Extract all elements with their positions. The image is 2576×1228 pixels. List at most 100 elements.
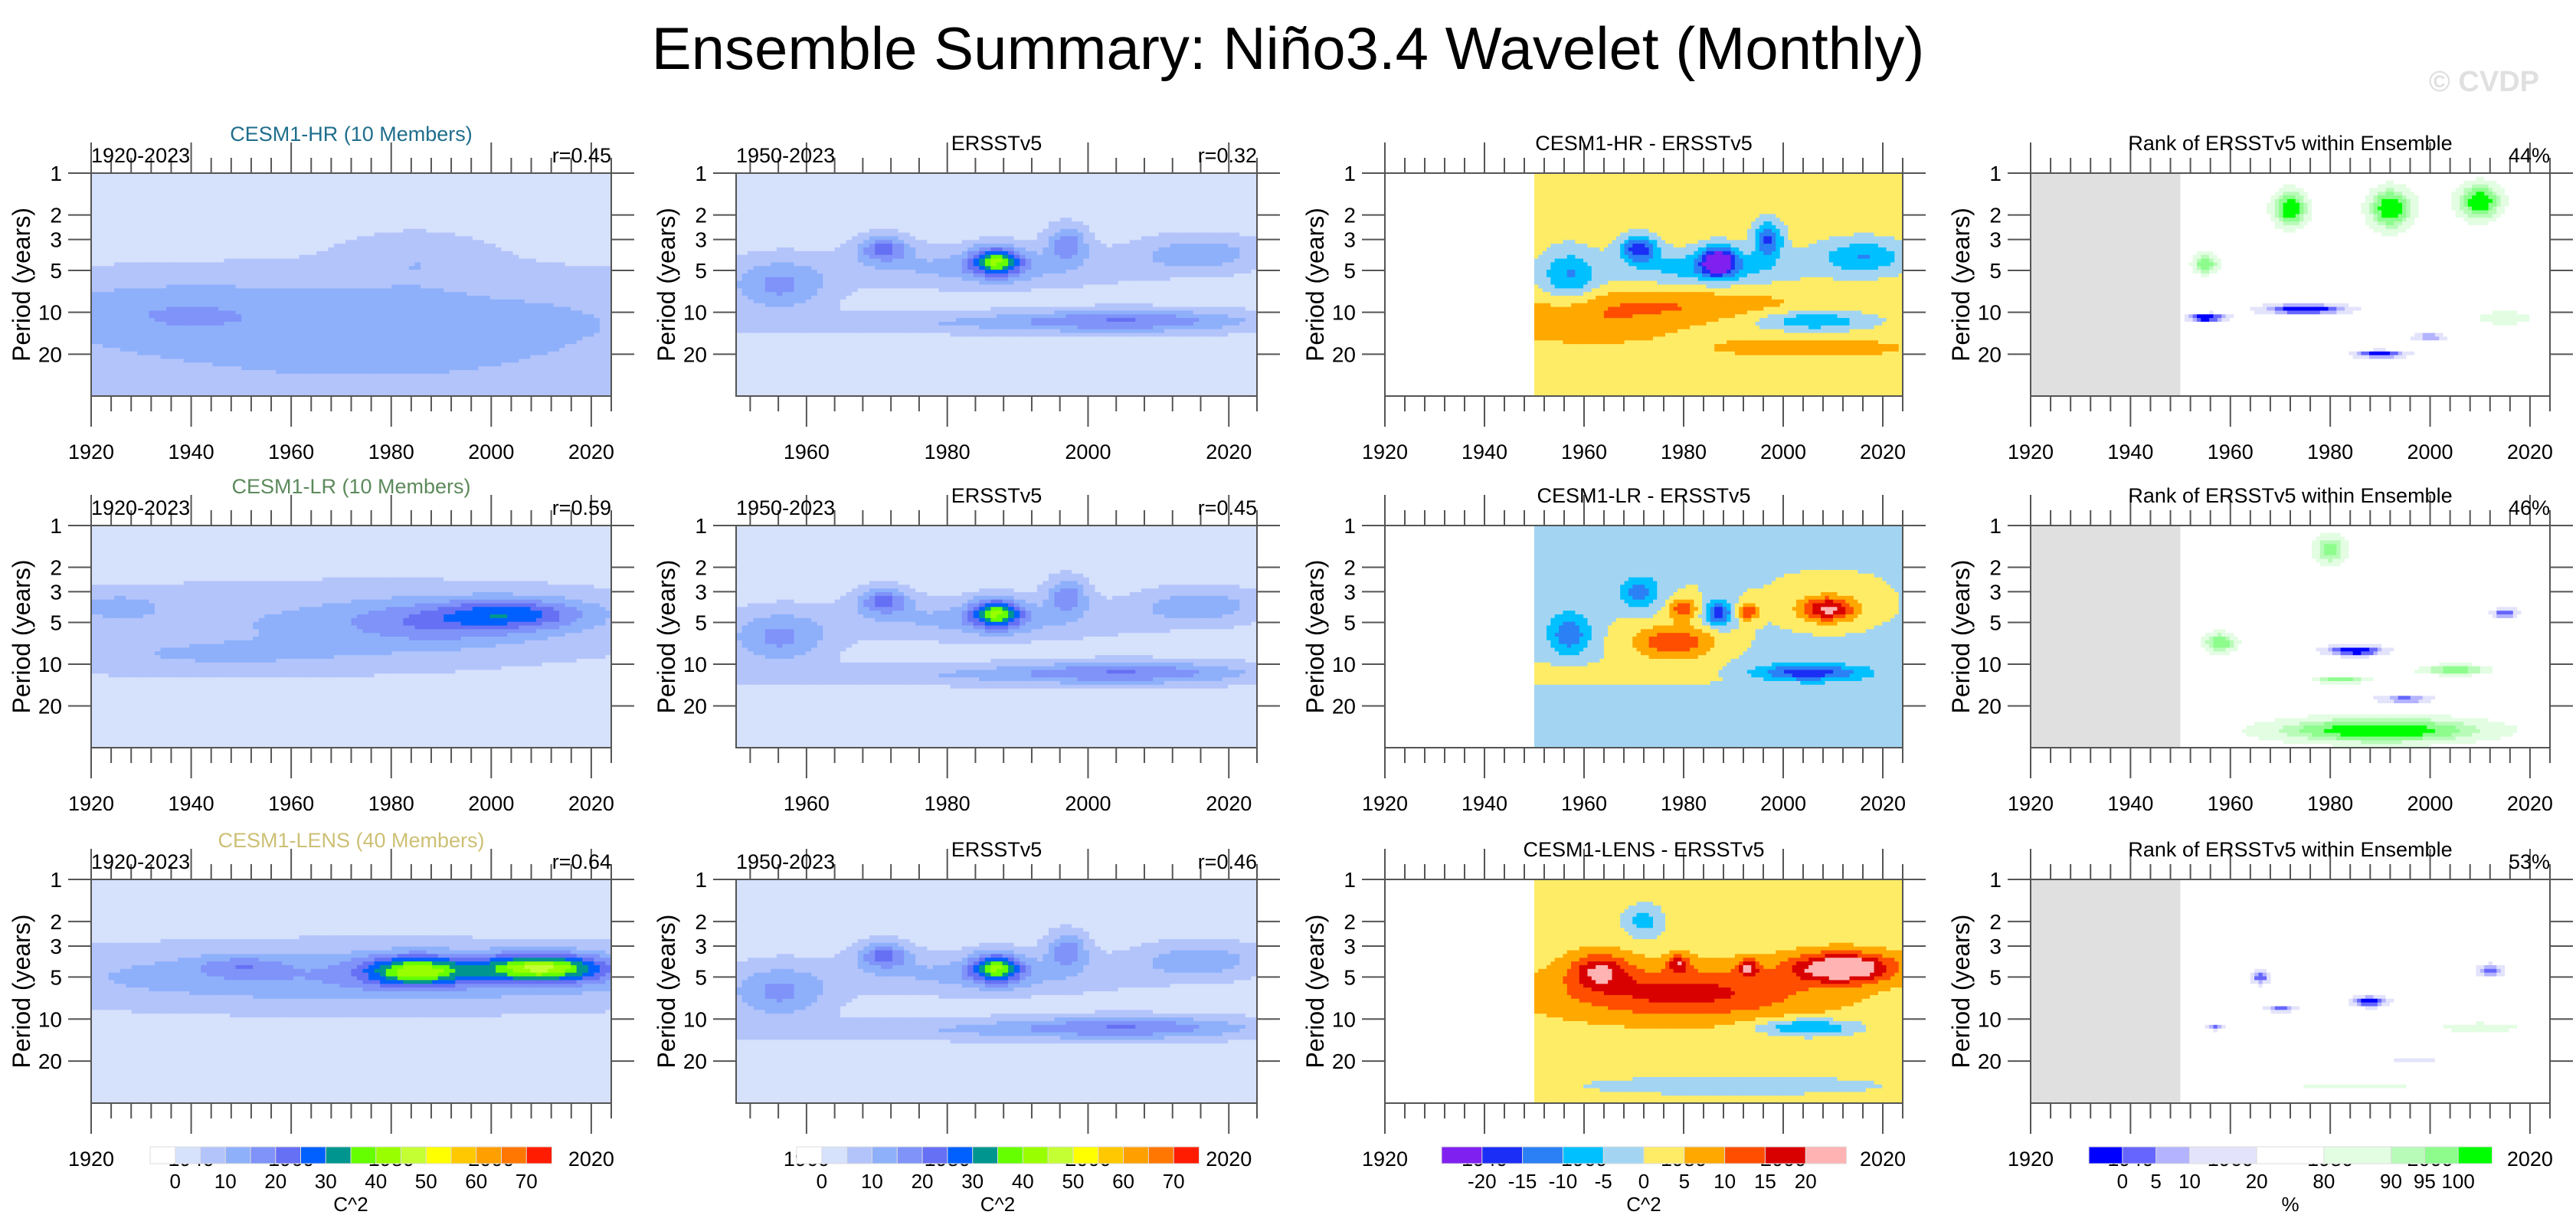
field-cell — [432, 333, 438, 337]
field-cell — [230, 307, 236, 311]
field-cell — [461, 370, 467, 375]
field-cell — [236, 314, 242, 318]
field-cell — [479, 340, 485, 345]
field-cell — [305, 352, 311, 355]
field-cell — [126, 381, 132, 385]
field-cell — [109, 218, 115, 222]
field-cell — [415, 329, 421, 333]
field-cell — [565, 329, 571, 333]
field-cell — [322, 374, 329, 378]
field-cell — [166, 311, 172, 315]
field-cell — [241, 388, 247, 393]
field-cell — [380, 177, 386, 182]
field-cell — [212, 296, 218, 300]
field-cell — [172, 247, 178, 252]
field-cell — [554, 181, 560, 185]
field-cell — [155, 195, 161, 199]
field-cell — [299, 355, 306, 360]
field-cell — [293, 259, 299, 263]
field-cell — [466, 259, 473, 263]
field-cell — [391, 192, 398, 195]
field-cell — [109, 388, 115, 393]
field-cell — [143, 307, 149, 311]
field-cell — [530, 195, 536, 199]
field-cell — [241, 329, 247, 333]
field-cell — [352, 314, 358, 318]
field-cell — [421, 181, 427, 185]
field-cell — [490, 185, 496, 188]
field-cell — [120, 362, 126, 366]
field-cell — [189, 311, 195, 315]
field-cell — [421, 199, 427, 204]
field-cell — [288, 218, 294, 222]
field-cell — [282, 185, 288, 188]
field-cell — [542, 177, 548, 182]
field-cell — [368, 374, 375, 378]
field-cell — [305, 225, 311, 230]
field-cell — [282, 348, 288, 352]
field-cell — [450, 326, 456, 330]
field-cell — [519, 336, 525, 341]
field-cell — [496, 296, 502, 300]
field-cell — [519, 177, 525, 182]
field-cell — [357, 300, 363, 304]
field-cell — [264, 211, 270, 215]
field-cell — [224, 381, 231, 385]
field-cell — [189, 247, 195, 252]
field-cell — [207, 262, 213, 267]
field-cell — [490, 244, 496, 248]
field-cell — [293, 203, 299, 207]
field-cell — [490, 199, 496, 204]
field-cell — [502, 273, 508, 277]
field-cell — [91, 318, 97, 323]
field-cell — [438, 221, 444, 225]
field-cell — [409, 388, 415, 393]
field-cell — [507, 311, 513, 315]
field-cell — [91, 370, 97, 375]
field-cell — [542, 333, 548, 337]
field-cell — [352, 326, 358, 330]
field-cell — [201, 244, 207, 248]
field-cell — [288, 292, 294, 296]
field-cell — [253, 236, 259, 241]
field-cell — [479, 192, 485, 195]
field-cell — [247, 329, 254, 333]
field-cell — [322, 340, 329, 345]
field-cell — [444, 314, 450, 318]
field-cell — [288, 329, 294, 333]
field-cell — [386, 277, 392, 282]
field-cell — [178, 262, 184, 267]
field-cell — [189, 340, 195, 345]
field-cell — [427, 266, 433, 270]
field-cell — [103, 266, 109, 270]
field-cell — [143, 255, 149, 260]
field-cell — [466, 181, 473, 185]
field-cell — [161, 355, 167, 360]
field-cell — [178, 255, 184, 260]
field-cell — [236, 259, 242, 263]
field-cell — [427, 244, 433, 248]
field-cell — [230, 333, 236, 337]
field-cell — [375, 240, 381, 244]
field-cell — [241, 348, 247, 352]
field-cell — [519, 285, 525, 290]
field-cell — [461, 348, 467, 352]
field-cell — [305, 266, 311, 270]
field-cell — [114, 322, 120, 326]
field-cell — [236, 233, 242, 237]
field-cell — [212, 266, 218, 270]
field-cell — [339, 181, 345, 185]
field-cell — [120, 181, 126, 185]
field-cell — [288, 336, 294, 341]
field-cell — [97, 348, 103, 352]
field-cell — [299, 262, 306, 267]
field-cell — [91, 185, 97, 188]
field-cell — [276, 329, 282, 333]
field-cell — [155, 352, 161, 355]
field-cell — [496, 336, 502, 341]
field-cell — [450, 277, 456, 282]
field-cell — [357, 336, 363, 341]
field-cell — [339, 333, 345, 337]
field-cell — [91, 340, 97, 345]
field-cell — [530, 229, 536, 233]
